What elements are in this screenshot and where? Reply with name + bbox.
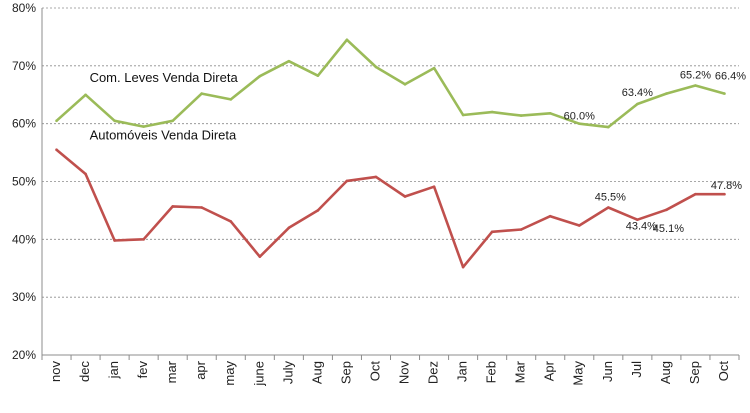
series-label: Automóveis Venda Direta [90,128,237,143]
data-point [287,226,291,230]
data-point [432,66,436,70]
data-point [577,122,581,125]
data-point [287,59,291,63]
data-point [345,38,349,42]
data-point [694,192,697,196]
x-tick-label: Oct [716,361,731,382]
data-label: 43.4% [626,221,657,233]
data-point [200,92,204,95]
y-tick-label: 80% [12,1,36,15]
data-point [403,195,407,198]
y-tick-label: 60% [12,117,36,131]
data-point [113,239,116,242]
data-label: 65.2% [680,69,711,81]
data-point [403,83,407,86]
y-tick-label: 20% [12,348,36,362]
data-point [258,74,262,78]
x-tick-label: dec [77,361,92,382]
y-tick-label: 40% [12,232,36,246]
annotations: Com. Leves Venda Direta Automóveis Venda … [90,69,747,234]
data-point [461,265,465,269]
series-line-1 [55,148,725,269]
x-tick-label: Jun [600,361,615,382]
data-label: 47.8% [711,180,742,192]
x-tick-label: mar [164,360,179,383]
data-point [723,92,726,95]
x-tick-label: Sep [687,361,702,384]
x-tick-label: Nov [396,361,411,385]
x-tick-label: june [251,361,266,387]
data-point [229,220,233,223]
x-tick-label: apr [193,360,208,379]
data-point [171,205,174,208]
x-axis-ticks: nov dec jan fev mar apr may june July Aug Sep Oct No… [41,355,740,387]
data-point [258,255,262,258]
x-tick-label: Feb [484,361,499,383]
data-point [490,230,494,234]
x-tick-label: Oct [367,361,382,382]
data-point [461,113,465,117]
data-point [142,238,145,241]
data-point [723,192,726,196]
grid-lines [42,7,739,298]
y-tick-label: 30% [12,290,36,304]
x-tick-label: Jul [629,361,644,378]
data-point [84,93,87,97]
data-label: 45.1% [653,223,684,235]
data-point [345,179,349,183]
data-point [636,102,639,106]
data-point [548,214,552,218]
series-lines [55,38,726,269]
data-point [374,175,378,179]
x-tick-label: may [222,361,237,386]
x-tick-label: Apr [542,360,557,381]
x-tick-label: Mar [513,360,528,383]
data-point [548,111,552,115]
y-axis-ticks: 20% 30% 40% 50% 60% 70% 80% [12,1,36,362]
data-point [432,185,436,189]
data-label: 66.4% [715,71,746,83]
x-tick-label: jan [106,361,121,379]
data-point [316,209,320,212]
data-label: 63.4% [622,87,653,99]
data-point [200,206,204,209]
data-point [607,125,610,129]
data-label: 60.0% [564,111,595,123]
data-point [636,218,639,221]
x-tick-label: Dez [426,361,441,384]
x-tick-label: Sep [338,361,353,384]
data-point [142,125,145,128]
y-tick-label: 50% [12,175,36,189]
data-point [55,148,58,151]
series-line-0 [55,38,725,129]
data-point [316,74,320,77]
x-tick-label: nov [48,361,63,382]
x-tick-label: July [280,361,295,385]
series-label: Com. Leves Venda Direta [90,70,239,85]
data-point [665,208,668,212]
data-point [665,92,668,95]
data-point [55,119,58,123]
data-point [490,110,494,114]
x-tick-label: Aug [309,361,324,384]
x-tick-label: Jan [455,361,470,382]
data-point [519,114,523,117]
x-tick-label: Aug [658,361,673,384]
data-point [171,119,174,123]
y-tick-label: 70% [12,59,36,73]
data-label: 45.5% [595,192,626,204]
data-point [607,206,610,209]
x-tick-label: May [571,361,586,386]
data-point [84,172,87,176]
data-point [577,224,581,227]
data-point [113,119,116,123]
data-point [374,65,378,69]
data-point [229,98,233,101]
x-tick-label: fev [135,361,150,379]
data-point [694,84,697,87]
data-point [519,228,523,231]
